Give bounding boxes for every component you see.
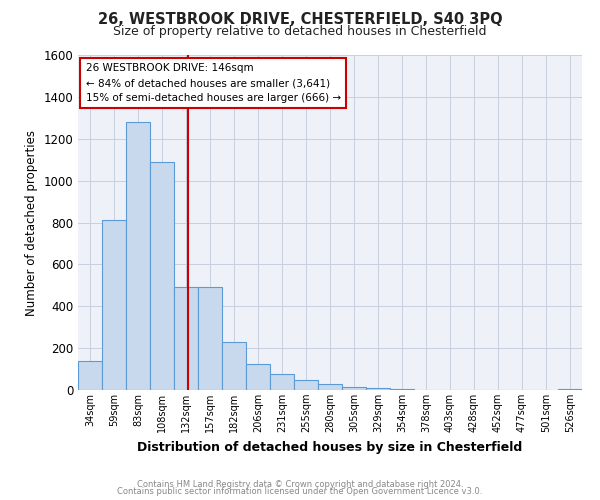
Bar — [342, 387, 366, 390]
Text: Size of property relative to detached houses in Chesterfield: Size of property relative to detached ho… — [113, 25, 487, 38]
Bar — [174, 288, 198, 390]
Text: 26, WESTBROOK DRIVE, CHESTERFIELD, S40 3PQ: 26, WESTBROOK DRIVE, CHESTERFIELD, S40 3… — [98, 12, 502, 28]
Text: Contains HM Land Registry data © Crown copyright and database right 2024.: Contains HM Land Registry data © Crown c… — [137, 480, 463, 489]
Bar — [270, 374, 294, 390]
Bar — [78, 360, 102, 390]
Bar — [558, 389, 582, 390]
Bar — [102, 220, 126, 390]
Y-axis label: Number of detached properties: Number of detached properties — [25, 130, 38, 316]
Bar — [198, 288, 222, 390]
Bar — [318, 384, 342, 390]
Text: 26 WESTBROOK DRIVE: 146sqm
← 84% of detached houses are smaller (3,641)
15% of s: 26 WESTBROOK DRIVE: 146sqm ← 84% of deta… — [86, 64, 341, 103]
Bar — [246, 364, 270, 390]
Bar — [390, 389, 414, 390]
Bar — [294, 380, 318, 390]
Text: Contains public sector information licensed under the Open Government Licence v3: Contains public sector information licen… — [118, 488, 482, 496]
X-axis label: Distribution of detached houses by size in Chesterfield: Distribution of detached houses by size … — [137, 440, 523, 454]
Bar — [366, 388, 390, 390]
Bar — [150, 162, 174, 390]
Bar — [222, 342, 246, 390]
Bar — [126, 122, 150, 390]
